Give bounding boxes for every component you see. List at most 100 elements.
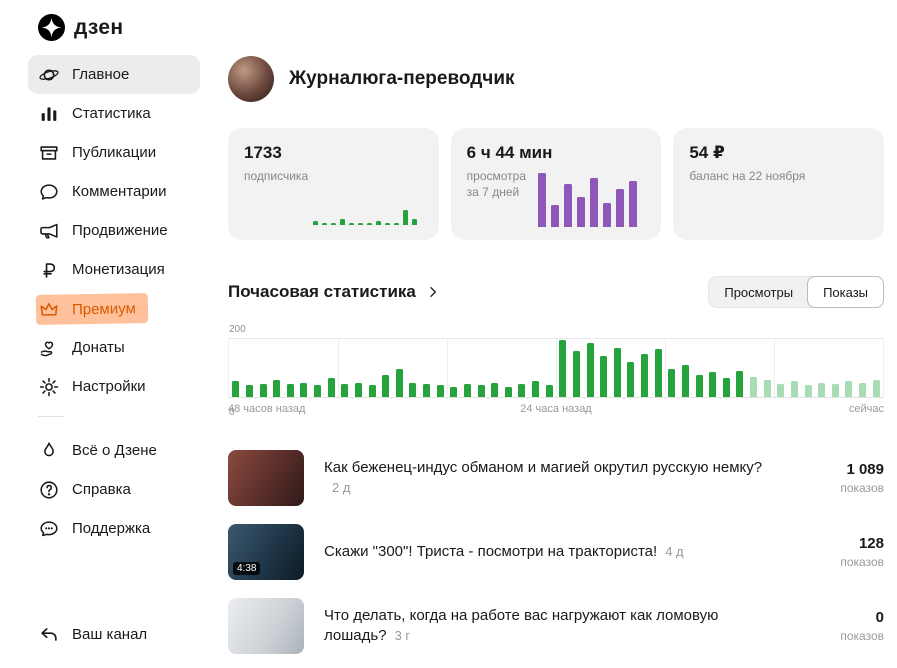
publication-title: Что делать, когда на работе вас нагружаю… — [324, 606, 719, 644]
sidebar-item-statistics[interactable]: Статистика — [28, 94, 200, 133]
hourly-bar-slot — [692, 339, 706, 397]
sidebar-item-premium[interactable]: Премиум — [28, 289, 200, 328]
sidebar-item-your-channel[interactable]: Ваш канал — [28, 615, 200, 654]
sidebar-item-settings[interactable]: Настройки — [28, 367, 200, 406]
subscribers-sparkline — [312, 210, 417, 225]
hourly-bar-slot — [829, 339, 843, 397]
publication-thumbnail — [228, 598, 304, 654]
hourly-bar — [654, 349, 662, 397]
sidebar-item-comments[interactable]: Комментарии — [28, 172, 200, 211]
hourly-bar-slot — [297, 339, 311, 397]
sidebar-item-label: Статистика — [72, 105, 151, 122]
sparkline-bar — [629, 181, 638, 227]
shows-count: 0 — [875, 609, 884, 626]
hourly-bar-slot — [488, 339, 502, 397]
hourly-section-header: Почасовая статистика Просмотры Показы — [228, 276, 884, 308]
sparkline-bar — [321, 222, 327, 225]
hourly-bar — [518, 383, 526, 397]
hourly-bar-slot — [856, 339, 870, 397]
hourly-chart: 200 0 48 часов назад 24 часа назад сейча… — [228, 324, 884, 419]
sidebar-item-label: Продвижение — [72, 222, 168, 239]
sidebar-item-label: Всё о Дзене — [72, 442, 157, 459]
sidebar-item-label: Монетизация — [72, 261, 165, 278]
hourly-bar — [641, 353, 649, 397]
publication-row[interactable]: Как беженец-индус обманом и магией окрут… — [228, 441, 884, 515]
hourly-bar-slot — [243, 339, 257, 397]
hourly-bar-slot — [774, 339, 788, 397]
sidebar-item-monetization[interactable]: Монетизация — [28, 250, 200, 289]
sidebar-item-label: Публикации — [72, 144, 157, 161]
sidebar-item-main[interactable]: Главное — [28, 55, 200, 94]
hourly-bars — [229, 339, 883, 397]
hourly-bar — [818, 382, 826, 397]
hourly-bar-slot — [406, 339, 420, 397]
y-axis-min-label: 0 — [229, 407, 235, 418]
watch-time-card[interactable]: 6 ч 44 мин просмотра за 7 дней — [450, 128, 662, 240]
shows-count-label: показов — [840, 629, 884, 643]
sparkline-bar — [348, 222, 354, 225]
hourly-bar-slot — [542, 339, 556, 397]
sparkline-bar — [590, 178, 599, 227]
hourly-bar — [804, 385, 812, 397]
hourly-bar-slot — [611, 339, 625, 397]
hourly-bar-slot — [760, 339, 774, 397]
hourly-bar — [695, 375, 703, 397]
sidebar-footer: Ваш канал — [28, 615, 200, 654]
sidebar-item-label: Премиум — [71, 299, 136, 318]
sidebar-item-label: Ваш канал — [72, 626, 148, 643]
sidebar-item-support[interactable]: Поддержка — [28, 509, 200, 548]
hourly-bar-slot — [597, 339, 611, 397]
ruble-icon — [38, 259, 60, 281]
sidebar-item-publications[interactable]: Публикации — [28, 133, 200, 172]
sparkline-bar — [375, 221, 381, 225]
sidebar-item-help[interactable]: Справка — [28, 470, 200, 509]
hourly-bar-slot — [338, 339, 352, 397]
publication-row[interactable]: 4:38 Скажи "300"! Триста - посмотри на тр… — [228, 515, 884, 589]
hourly-bar — [600, 356, 608, 397]
metric-toggle: Просмотры Показы — [708, 276, 884, 308]
hourly-bar — [722, 378, 730, 397]
x-label-48h: 48 часов назад — [228, 403, 306, 415]
publication-row[interactable]: Что делать, когда на работе вас нагружаю… — [228, 589, 884, 663]
sparkline-bar — [564, 183, 573, 227]
support-icon — [38, 518, 60, 540]
hourly-bar-slot — [788, 339, 802, 397]
chart-gridline — [338, 339, 339, 397]
main-content: Журналюга-переводчик 1733 подписчика 6 ч… — [228, 0, 885, 663]
publications-list: Как беженец-индус обманом и магией окрут… — [228, 441, 884, 663]
hourly-bar — [341, 383, 349, 397]
publication-stats: 1 089 показов — [806, 461, 884, 495]
toggle-segment-views[interactable]: Просмотры — [709, 277, 808, 307]
subscribers-label: подписчика — [244, 169, 309, 183]
x-label-now: сейчас — [848, 403, 884, 415]
hourly-bar — [763, 379, 771, 397]
sidebar-item-promotion[interactable]: Продвижение — [28, 211, 200, 250]
toggle-segment-shows[interactable]: Показы — [807, 276, 884, 308]
x-axis-labels: 48 часов назад 24 часа назад сейчас — [228, 403, 884, 419]
balance-card[interactable]: 54 ₽ баланс на 22 ноября — [673, 128, 885, 240]
sidebar-item-label: Донаты — [72, 339, 125, 356]
chevron-right-icon[interactable] — [425, 284, 441, 300]
publication-title: Как беженец-индус обманом и магией окрут… — [324, 458, 763, 495]
hourly-bar-slot — [393, 339, 407, 397]
hourly-bar — [545, 385, 553, 397]
subscribers-card[interactable]: 1733 подписчика — [228, 128, 439, 240]
hourly-bar-slot — [720, 339, 734, 397]
y-axis-max-label: 200 — [229, 324, 246, 335]
hourly-bar — [777, 383, 785, 397]
hourly-bar — [382, 375, 390, 397]
hourly-bar — [586, 343, 594, 397]
channel-avatar[interactable] — [228, 56, 274, 102]
hourly-bar — [709, 372, 717, 397]
chart-gridline — [447, 339, 448, 397]
hourly-bar-slot — [638, 339, 652, 397]
hourly-bar — [477, 385, 485, 397]
back-arrow-icon — [38, 624, 60, 646]
zen-logo[interactable]: дзен — [38, 14, 214, 41]
stat-cards: 1733 подписчика 6 ч 44 мин просмотра за … — [228, 128, 885, 240]
sidebar-item-about[interactable]: Всё о Дзене — [28, 431, 200, 470]
hourly-bar — [613, 347, 621, 397]
sidebar-item-donations[interactable]: Донаты — [28, 328, 200, 367]
sparkline-bar — [357, 222, 363, 225]
hourly-section-title[interactable]: Почасовая статистика — [228, 282, 416, 301]
